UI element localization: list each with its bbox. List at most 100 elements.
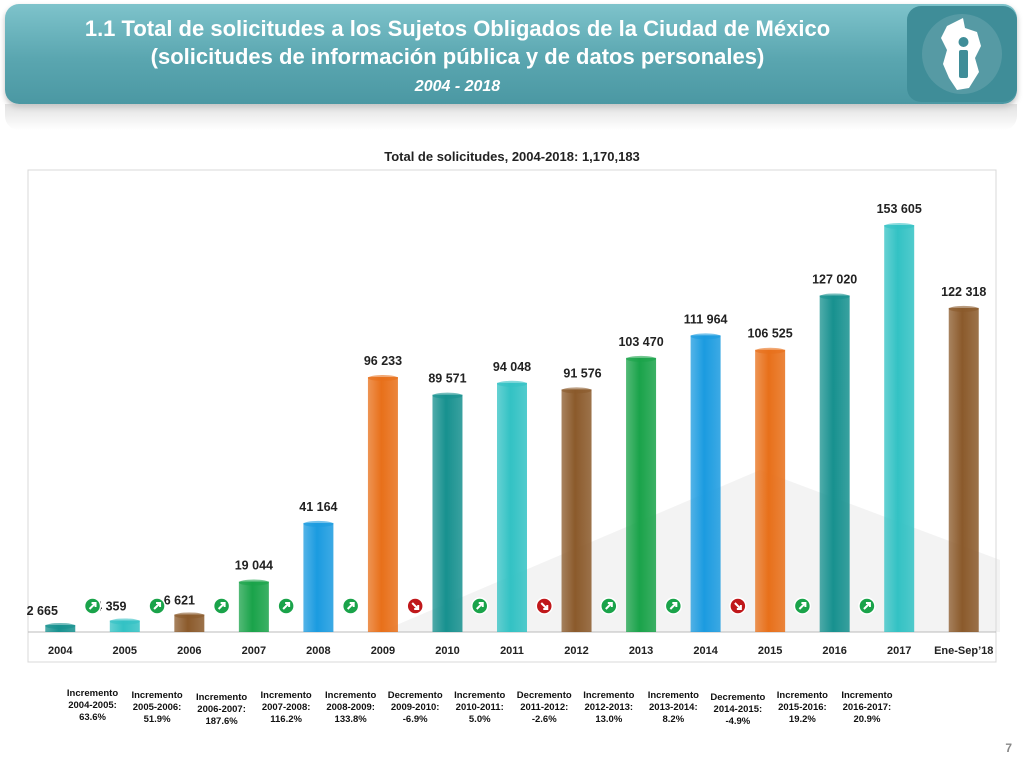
bar-cap-2009 (367, 375, 398, 382)
change-note-line: Incremento (454, 690, 506, 701)
bar-cap-2005 (109, 618, 140, 625)
bar-cap-2016 (819, 293, 850, 300)
tick-label-2011: 2011 (500, 645, 524, 657)
change-note-line: 2011-2012: (520, 702, 569, 713)
up-arrow-icon (470, 597, 489, 615)
up-arrow-icon (148, 597, 166, 615)
change-note-line: 116.2% (270, 714, 302, 725)
bar-cap-Ene-Sep’18 (948, 305, 979, 312)
change-note-line: 2016-2017: (842, 702, 892, 713)
tick-label-2008: 2008 (306, 645, 330, 657)
change-note: Incremento 2012-2013: 13.0% (574, 690, 644, 726)
change-note-line: 5.0% (468, 714, 491, 725)
logo (907, 6, 1017, 102)
data-label-2016: 127 020 (812, 272, 857, 286)
down-arrow-icon (406, 597, 424, 615)
change-note-line: Incremento (131, 690, 183, 701)
change-note-line: 187.6% (205, 716, 238, 727)
up-arrow-icon (858, 597, 876, 615)
data-label-2014: 111 964 (684, 312, 728, 326)
tick-label-2017: 2017 (887, 645, 911, 657)
change-note-line: 63.6% (79, 712, 106, 723)
data-label-2007: 19 044 (235, 559, 273, 573)
change-note-line: Incremento (325, 690, 377, 701)
bar-cap-2010 (432, 392, 463, 399)
bar-2005 (109, 620, 140, 632)
change-note: Incremento 2016-2017: 20.9% (832, 690, 902, 726)
tick-label-2007: 2007 (242, 645, 266, 657)
bar-2007 (238, 581, 269, 632)
change-note-line: 133.8% (334, 714, 367, 725)
up-arrow-icon (212, 597, 231, 615)
change-note: Decremento 2011-2012: -2.6% (509, 690, 579, 726)
change-note-line: 20.9% (853, 714, 881, 725)
bar-2014 (690, 335, 721, 632)
header-shadow (5, 104, 1017, 130)
tick-label-2005: 2005 (113, 645, 137, 657)
bar-cap-2011 (497, 380, 527, 387)
change-note-line: -2.6% (531, 714, 557, 725)
bar-2010 (432, 394, 463, 632)
up-arrow-icon (341, 597, 360, 615)
data-label-2006: 6 621 (164, 593, 195, 607)
page-period: 2004 - 2018 (414, 78, 501, 95)
change-note-line: 19.2% (788, 714, 816, 725)
change-note: Incremento 2013-2014: 8.2% (638, 690, 708, 726)
change-note-line: Incremento (776, 690, 828, 701)
change-note: Incremento 2007-2008: 116.2% (251, 690, 321, 726)
change-note-line: 2015-2016: (778, 702, 827, 713)
change-note-line: Incremento (260, 690, 312, 701)
data-label-2013: 103 470 (618, 335, 663, 349)
change-note-line: Decremento (387, 690, 443, 701)
tick-label-2015: 2015 (758, 645, 782, 657)
data-label-2017: 153 605 (877, 202, 922, 216)
change-note-line: 2013-2014: (649, 702, 698, 713)
tick-label-2014: 2014 (693, 645, 718, 657)
tick-label-2013: 2013 (629, 645, 653, 657)
change-note-line: 2010-2011: (455, 702, 504, 713)
bar-cap-2007 (238, 579, 269, 586)
down-arrow-icon (729, 597, 747, 615)
bar-2011 (497, 382, 527, 632)
tick-label-Ene-Sep’18: Ene-Sep’18 (934, 645, 993, 657)
bar-2009 (367, 377, 398, 632)
change-note-line: 8.2% (662, 714, 685, 725)
page-number: 7 (1005, 741, 1012, 755)
tick-label-2004: 2004 (48, 645, 73, 657)
change-note: Incremento 2010-2011: 5.0% (445, 690, 515, 726)
change-note-line: 2006-2007: (197, 704, 246, 715)
up-arrow-icon (277, 597, 295, 615)
change-note-line: Incremento (583, 690, 635, 701)
change-note: Incremento 2004-2005: 63.6% (58, 688, 128, 724)
change-note-line: 2008-2009: (326, 702, 375, 713)
change-note-line: 2007-2008: (261, 702, 311, 713)
bar-2017 (884, 225, 915, 632)
change-note-line: Incremento (66, 688, 119, 699)
bar-2013 (626, 357, 657, 632)
bar-cap-2012 (561, 387, 592, 394)
change-note: Incremento 2006-2007: 187.6% (187, 692, 257, 728)
change-notes: Incremento 2004-2005: 63.6% Incremento 2005-… (0, 688, 1024, 738)
data-label-2011: 94 048 (493, 360, 531, 374)
data-label-2004: 2 665 (27, 604, 58, 618)
change-note-line: 2012-2013: (584, 702, 634, 713)
up-arrow-icon (664, 597, 683, 615)
data-label-Ene-Sep’18: 122 318 (941, 285, 986, 299)
bar-cap-2015 (755, 347, 786, 354)
bar-cap-2004 (45, 622, 76, 629)
change-note-line: 2005-2006: (132, 702, 182, 713)
change-note-line: -6.9% (402, 714, 428, 725)
change-note-line: 2009-2010: (390, 702, 440, 713)
tick-label-2016: 2016 (822, 645, 846, 657)
up-arrow-icon (600, 597, 618, 615)
bar-2008 (303, 522, 334, 632)
change-note: Incremento 2015-2016: 19.2% (767, 690, 837, 726)
up-arrow-icon (793, 597, 812, 615)
bar-cap-2006 (174, 612, 205, 619)
data-label-2009: 96 233 (364, 354, 402, 368)
cdmx-info-icon (922, 14, 1002, 94)
tick-label-2010: 2010 (435, 645, 459, 657)
data-label-2005: 4 359 (95, 599, 126, 613)
bar-Ene-Sep’18 (948, 307, 979, 632)
change-note-line: 2004-2005: (68, 700, 117, 711)
